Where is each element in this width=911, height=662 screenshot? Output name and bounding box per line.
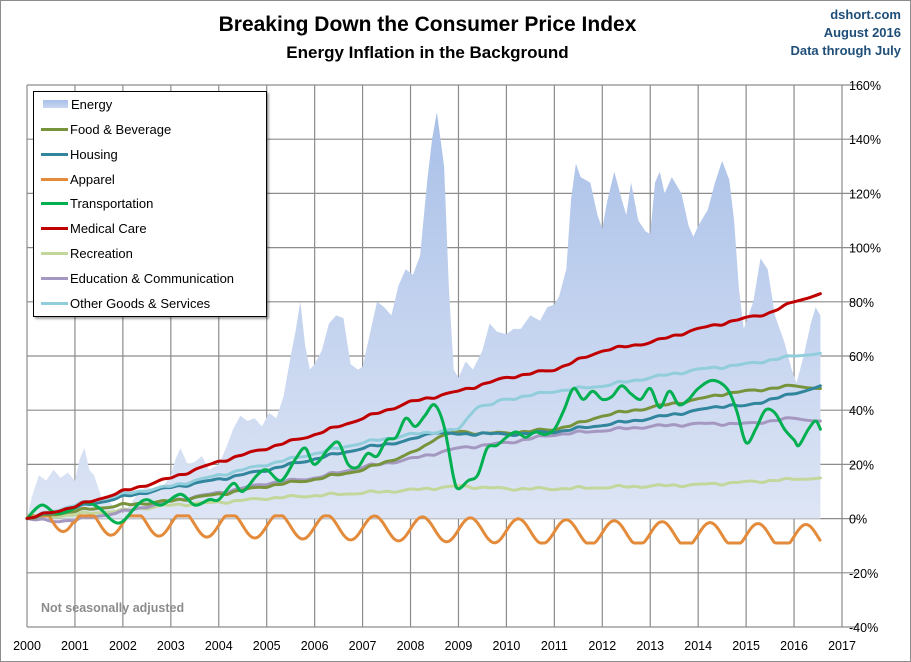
x-tick-label: 2002 <box>109 639 137 653</box>
x-tick-label: 2008 <box>397 639 425 653</box>
y-tick-label: 40% <box>849 404 874 418</box>
x-tick-label: 2011 <box>541 639 568 653</box>
x-tick-label: 2001 <box>61 639 89 653</box>
y-tick-label: 140% <box>849 133 881 147</box>
legend-item-medical-care: Medical Care <box>34 218 147 238</box>
x-tick-label: 2000 <box>13 639 41 653</box>
y-tick-label: 120% <box>849 187 881 201</box>
legend-item-recreation: Recreation <box>34 243 133 263</box>
source-line-data-through: Data through July <box>790 43 901 58</box>
legend-item-energy: Energy <box>34 94 112 114</box>
legend-item-housing: Housing <box>34 144 118 164</box>
annotation-not-seasonally-adjusted: Not seasonally adjusted <box>41 601 185 615</box>
x-tick-label: 2014 <box>684 639 712 653</box>
y-axis: 160% 140% 120% 100% 80% 60% 40% 20% 0% -20% -40% <box>849 79 881 635</box>
legend: Energy Food & Beverage Housing Apparel T… <box>33 91 267 317</box>
legend-item-other-goods-services: Other Goods & Services <box>34 293 210 313</box>
x-tick-label: 2005 <box>253 639 281 653</box>
source-line-site: dshort.com <box>830 7 901 22</box>
series-line-apparel <box>25 514 822 545</box>
chart-subtitle: Energy Inflation in the Background <box>286 43 569 62</box>
chart-title: Breaking Down the Consumer Price Index <box>218 13 637 36</box>
y-tick-label: 20% <box>849 458 874 472</box>
x-tick-label: 2010 <box>493 639 521 653</box>
legend-item-apparel: Apparel <box>34 169 115 189</box>
legend-label: Food & Beverage <box>70 121 172 137</box>
x-axis: 2000 2001 2002 2003 2004 2005 2006 2007 2008 2009… <box>13 639 856 653</box>
source-line-date: August 2016 <box>823 25 901 40</box>
legend-label: Transportation <box>70 195 154 211</box>
legend-item-transportation: Transportation <box>34 193 153 213</box>
legend-label: Apparel <box>70 171 115 187</box>
y-tick-label: -20% <box>849 567 878 581</box>
energy-area <box>27 112 821 519</box>
series-line-education-communication <box>25 416 822 524</box>
y-tick-label: -40% <box>849 621 878 635</box>
x-tick-label: 2013 <box>636 639 664 653</box>
y-tick-label: 160% <box>849 79 881 93</box>
legend-swatch-medical-care <box>41 226 68 230</box>
legend-swatch-transportation <box>41 201 68 205</box>
legend-label: Energy <box>71 96 113 112</box>
x-tick-label: 2015 <box>732 639 760 653</box>
x-tick-label: 2007 <box>349 639 377 653</box>
y-tick-label: 80% <box>849 296 874 310</box>
x-tick-label: 2003 <box>157 639 185 653</box>
legend-label: Other Goods & Services <box>70 295 211 311</box>
legend-swatch-food-beverage <box>41 127 68 131</box>
y-tick-label: 0% <box>849 513 867 527</box>
legend-item-food-beverage: Food & Beverage <box>34 119 171 139</box>
legend-label: Recreation <box>70 245 133 261</box>
legend-swatch-energy <box>43 100 68 108</box>
legend-item-education-communication: Education & Communication <box>34 268 234 288</box>
x-tick-label: 2017 <box>828 639 856 653</box>
legend-label: Housing <box>70 146 118 162</box>
x-tick-label: 2004 <box>205 639 233 653</box>
legend-swatch-other-goods-services <box>41 301 68 305</box>
x-tick-label: 2016 <box>780 639 808 653</box>
x-tick-label: 2012 <box>588 639 616 653</box>
series-line-other-goods-services <box>25 351 822 520</box>
series-line-housing <box>25 384 822 520</box>
legend-swatch-education-communication <box>41 276 68 280</box>
legend-label: Medical Care <box>70 220 147 236</box>
y-tick-label: 60% <box>849 350 874 364</box>
legend-swatch-apparel <box>41 177 68 181</box>
legend-swatch-housing <box>41 152 68 156</box>
y-tick-label: 100% <box>849 242 881 256</box>
x-tick-label: 2009 <box>445 639 473 653</box>
series-line-transportation <box>25 378 822 525</box>
series-lines-layer <box>25 292 822 545</box>
legend-label: Education & Communication <box>70 270 235 286</box>
energy-area-layer <box>27 112 821 519</box>
x-tick-label: 2006 <box>301 639 329 653</box>
series-line-medical-care <box>25 292 822 520</box>
legend-swatch-recreation <box>41 251 68 255</box>
